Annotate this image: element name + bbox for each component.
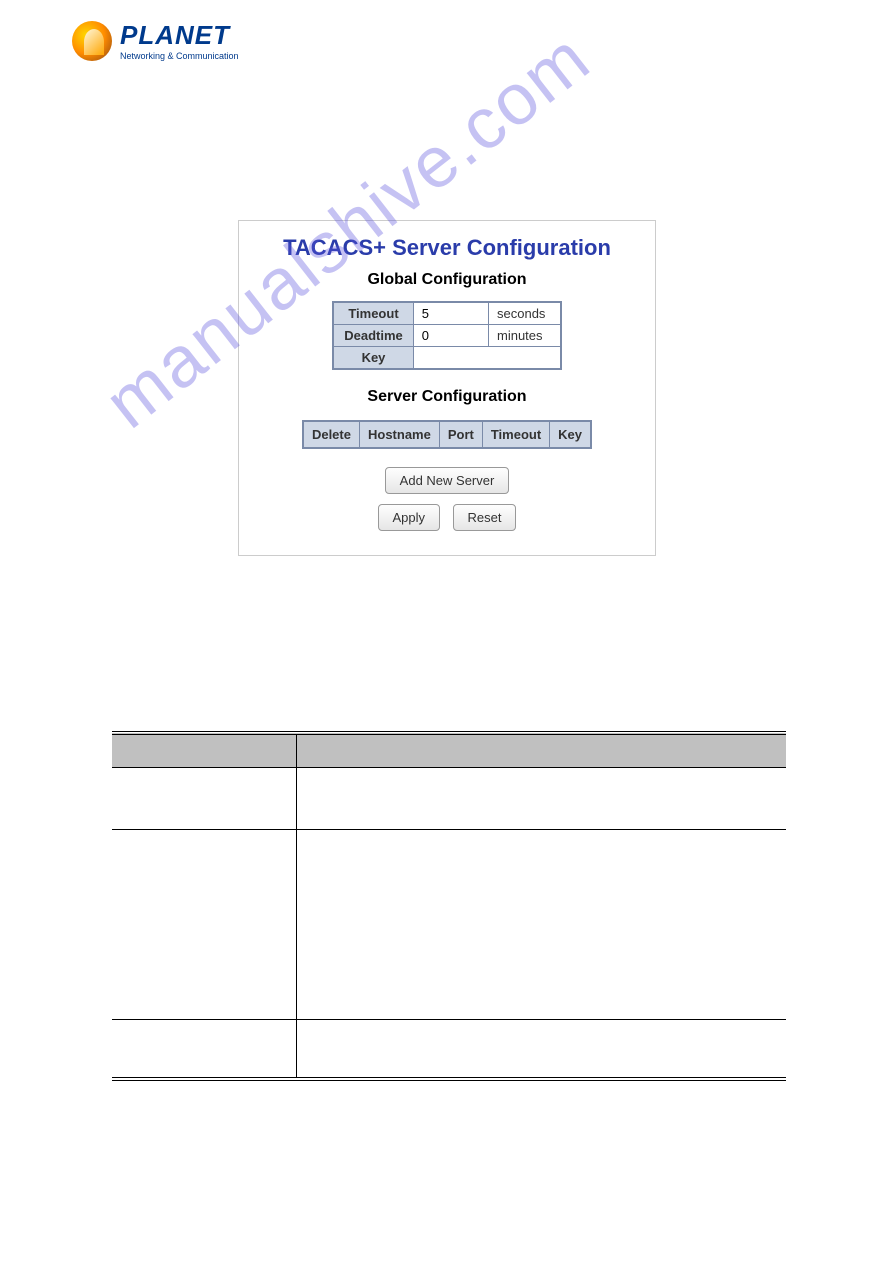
col-timeout: Timeout (482, 421, 549, 448)
timeout-row: Timeout seconds (333, 302, 561, 325)
key-input[interactable] (422, 350, 552, 365)
deadtime-input-cell (413, 325, 488, 347)
global-section-title: Global Configuration (239, 271, 655, 289)
timeout-label: Timeout (333, 302, 413, 325)
col-hostname: Hostname (359, 421, 439, 448)
param-row-3-right (296, 1019, 786, 1079)
param-header-right (296, 733, 786, 767)
logo-area: PLANET Networking & Communication (72, 20, 239, 61)
global-config-table: Timeout seconds Deadtime minutes Key (332, 301, 562, 370)
config-panel: TACACS+ Server Configuration Global Conf… (238, 220, 656, 556)
deadtime-unit: minutes (489, 325, 561, 347)
timeout-input-cell (413, 302, 488, 325)
key-label: Key (333, 347, 413, 370)
col-key: Key (550, 421, 591, 448)
server-section-title: Server Configuration (239, 388, 655, 406)
deadtime-row: Deadtime minutes (333, 325, 561, 347)
server-config-table: Delete Hostname Port Timeout Key (302, 420, 592, 449)
param-row-1-left (112, 767, 296, 829)
parameter-table (112, 731, 786, 1081)
deadtime-input[interactable] (422, 328, 480, 343)
apply-button[interactable]: Apply (378, 504, 441, 531)
param-row-2 (112, 829, 786, 1019)
param-row-3-left (112, 1019, 296, 1079)
col-delete: Delete (303, 421, 360, 448)
param-row-2-right (296, 829, 786, 1019)
add-new-server-button[interactable]: Add New Server (385, 467, 510, 494)
reset-button[interactable]: Reset (453, 504, 517, 531)
add-server-row: Add New Server (239, 467, 655, 494)
panel-title: TACACS+ Server Configuration (239, 235, 655, 261)
logo-icon (72, 21, 112, 61)
logo-text-group: PLANET Networking & Communication (120, 20, 239, 61)
param-row-3 (112, 1019, 786, 1079)
param-row-1-right (296, 767, 786, 829)
col-port: Port (439, 421, 482, 448)
timeout-input[interactable] (422, 306, 480, 321)
key-input-cell (413, 347, 561, 370)
key-row: Key (333, 347, 561, 370)
apply-reset-row: Apply Reset (239, 504, 655, 531)
timeout-unit: seconds (489, 302, 561, 325)
param-row-2-left (112, 829, 296, 1019)
logo-tagline: Networking & Communication (120, 51, 239, 61)
deadtime-label: Deadtime (333, 325, 413, 347)
param-table-header (112, 733, 786, 767)
param-row-1 (112, 767, 786, 829)
logo-brand: PLANET (120, 20, 239, 51)
server-table-header: Delete Hostname Port Timeout Key (303, 421, 591, 448)
param-header-left (112, 733, 296, 767)
